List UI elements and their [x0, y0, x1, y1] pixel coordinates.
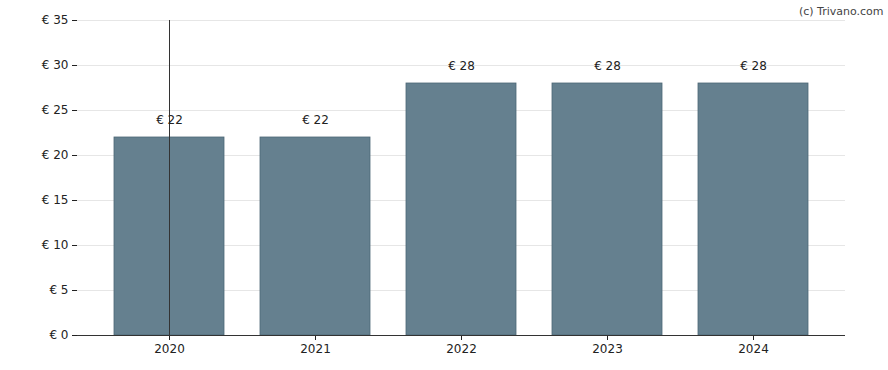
svg-text:€ 28: € 28 [740, 59, 767, 73]
svg-text:€ 15: € 15 [42, 193, 69, 207]
svg-text:2023: 2023 [592, 342, 623, 356]
svg-text:€ 28: € 28 [594, 59, 621, 73]
svg-text:€ 28: € 28 [448, 59, 475, 73]
svg-text:2024: 2024 [738, 342, 769, 356]
svg-text:€ 35: € 35 [42, 13, 69, 27]
svg-text:€ 5: € 5 [49, 283, 68, 297]
svg-text:2021: 2021 [300, 342, 331, 356]
svg-text:€ 10: € 10 [42, 238, 69, 252]
svg-text:€ 20: € 20 [42, 148, 69, 162]
svg-text:€ 0: € 0 [49, 328, 68, 342]
svg-text:€ 22: € 22 [156, 113, 183, 127]
svg-text:€ 30: € 30 [42, 58, 69, 72]
svg-text:2022: 2022 [446, 342, 477, 356]
svg-text:(c) Trivano.com: (c) Trivano.com [799, 5, 884, 18]
svg-text:€ 25: € 25 [42, 103, 69, 117]
svg-text:2020: 2020 [154, 342, 185, 356]
svg-text:€ 22: € 22 [302, 113, 329, 127]
